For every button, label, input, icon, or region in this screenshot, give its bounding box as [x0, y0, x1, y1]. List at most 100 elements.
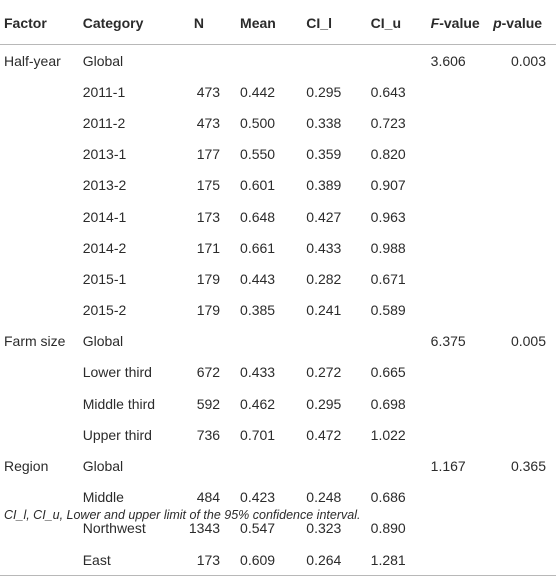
header-f-suffix: -value: [439, 15, 480, 31]
header-p-suffix: -value: [501, 15, 543, 31]
cell-category: Global: [82, 52, 124, 69]
cell-category: 2013-2: [82, 177, 127, 194]
table-row: Farm size Global 6.375 0.005: [0, 326, 556, 357]
table-row: 2014-1 173 0.648 0.427 0.963: [0, 201, 556, 232]
cell-factor: Region: [4, 458, 49, 475]
cell-ci-upper: [365, 326, 419, 357]
table-row: 2015-1 179 0.443 0.282 0.671: [0, 263, 556, 294]
cell-ci-upper: 0.723: [370, 114, 406, 131]
cell-f-value: [419, 357, 490, 388]
cell-n: 736: [196, 426, 221, 443]
cell-f-value: [419, 139, 490, 170]
table-row: 2011-1 473 0.442 0.295 0.643: [0, 76, 556, 107]
cell-factor: [0, 201, 83, 232]
cell-f-value: [419, 232, 490, 263]
cell-ci-upper: 0.686: [370, 489, 406, 506]
cell-ci-upper: 0.643: [370, 83, 406, 100]
cell-factor: [0, 295, 83, 326]
cell-f-value: [419, 513, 490, 544]
cell-category: 2015-2: [82, 302, 127, 319]
cell-p-value: [489, 295, 556, 326]
header-p-letter: p: [493, 15, 502, 31]
cell-ci-lower: 0.295: [306, 395, 342, 412]
cell-category: East: [82, 544, 178, 576]
cell-factor: [0, 388, 83, 419]
cell-mean: 0.648: [240, 208, 276, 225]
cell-f-value: [419, 170, 490, 201]
cell-n: 473: [196, 114, 221, 131]
table-header: Factor Category N Mean CI_l CI_u F-value…: [0, 2, 556, 45]
cell-n: 171: [196, 239, 221, 256]
cell-category: 2014-1: [82, 208, 127, 225]
table-row: 2014-2 171 0.661 0.433 0.988: [0, 232, 556, 263]
cell-f-value: [419, 388, 490, 419]
cell-mean: 0.442: [240, 83, 276, 100]
cell-f-value: 1.167: [430, 458, 466, 475]
cell-n: [178, 450, 226, 481]
cell-category: Northwest: [82, 520, 146, 537]
table-row: East 173 0.609 0.264 1.281: [0, 544, 556, 576]
cell-p-value: [489, 388, 556, 419]
cell-mean: 0.462: [240, 395, 276, 412]
cell-ci-lower: 0.295: [306, 83, 342, 100]
cell-ci-lower: [300, 45, 364, 77]
cell-mean: 0.550: [240, 146, 276, 163]
cell-n: 173: [196, 208, 221, 225]
cell-mean: 0.443: [240, 270, 276, 287]
cell-mean: 0.701: [240, 426, 276, 443]
cell-category: Middle: [82, 489, 124, 506]
cell-n: 175: [196, 177, 221, 194]
cell-p-value: [489, 482, 556, 513]
header-f-letter: F: [430, 15, 440, 31]
cell-mean: [226, 450, 300, 481]
cell-p-value: 0.365: [510, 458, 546, 475]
cell-ci-lower: 0.264: [300, 544, 365, 576]
cell-factor: [0, 232, 83, 263]
cell-category: Middle third: [82, 395, 156, 412]
cell-p-value: [489, 139, 556, 170]
cell-ci-lower: 0.359: [306, 146, 342, 163]
cell-mean: 0.601: [240, 177, 276, 194]
cell-category: 2011-1: [82, 83, 126, 100]
cell-p-value: [489, 232, 556, 263]
cell-n: 177: [196, 146, 221, 163]
cell-p-value: [489, 170, 556, 201]
table-row: Middle third 592 0.462 0.295 0.698: [0, 388, 556, 419]
cell-f-value: [419, 419, 490, 450]
cell-n: 179: [196, 302, 221, 319]
cell-category: 2013-1: [82, 146, 127, 163]
cell-ci-upper: 0.665: [370, 364, 406, 381]
cell-ci-upper: 1.022: [370, 426, 406, 443]
cell-category: Global: [82, 333, 124, 350]
cell-n: 179: [196, 270, 221, 287]
cell-ci-upper: [365, 45, 419, 77]
cell-factor: [0, 419, 83, 450]
cell-p-value: [489, 263, 556, 294]
cell-ci-lower: 0.323: [306, 520, 342, 537]
cell-mean: 0.385: [240, 302, 276, 319]
cell-ci-lower: 0.282: [306, 270, 342, 287]
cell-ci-upper: 0.698: [370, 395, 406, 412]
table-row: Northwest 1343 0.547 0.323 0.890: [0, 513, 556, 544]
cell-factor: Half-year: [4, 52, 61, 69]
cell-category: Global: [82, 458, 124, 475]
table-row: 2013-2 175 0.601 0.389 0.907: [0, 170, 556, 201]
cell-ci-lower: [300, 450, 364, 481]
cell-ci-lower: 0.472: [306, 426, 342, 443]
cell-n: 173: [177, 544, 227, 576]
table-row: 2011-2 473 0.500 0.338 0.723: [0, 107, 556, 138]
cell-ci-upper: 0.963: [370, 208, 406, 225]
cell-factor: [0, 76, 83, 107]
cell-ci-upper: 0.820: [370, 146, 406, 163]
cell-factor: [0, 139, 83, 170]
table-row: 2015-2 179 0.385 0.241 0.589: [0, 295, 556, 326]
table-row: Middle 484 0.423 0.248 0.686: [0, 482, 556, 513]
cell-mean: 0.661: [240, 239, 276, 256]
cell-category: 2015-1: [82, 270, 127, 287]
header-factor: Factor: [0, 2, 83, 45]
cell-category: Upper third: [82, 426, 152, 443]
cell-n: 672: [196, 364, 221, 381]
header-f-value: F-value: [418, 2, 490, 45]
cell-ci-lower: 0.241: [306, 302, 342, 319]
